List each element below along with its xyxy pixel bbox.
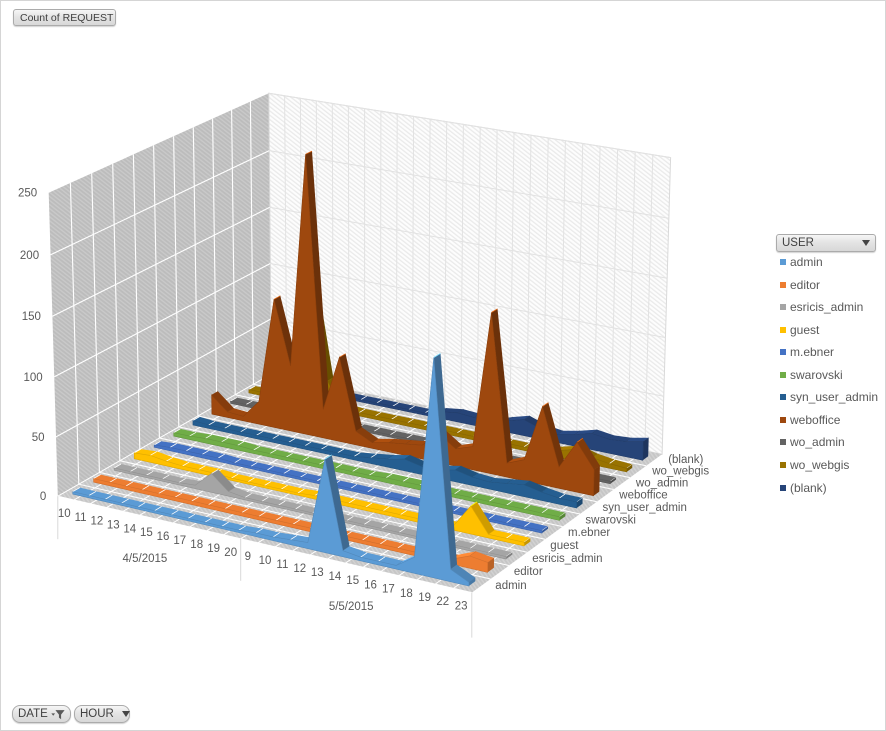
svg-text:weboffice: weboffice xyxy=(618,490,667,502)
svg-text:syn_user_admin: syn_user_admin xyxy=(603,502,687,514)
svg-text:13: 13 xyxy=(311,567,324,579)
svg-text:guest: guest xyxy=(550,540,579,552)
svg-text:4/5/2015: 4/5/2015 xyxy=(123,553,168,565)
svg-text:11: 11 xyxy=(75,512,87,524)
svg-text:15: 15 xyxy=(346,575,359,587)
svg-text:15: 15 xyxy=(140,527,153,539)
svg-text:19: 19 xyxy=(207,543,220,555)
svg-text:12: 12 xyxy=(293,563,306,575)
svg-text:admin: admin xyxy=(495,580,526,592)
svg-text:17: 17 xyxy=(173,535,186,547)
svg-text:11: 11 xyxy=(276,559,288,571)
svg-text:10: 10 xyxy=(259,555,272,567)
svg-text:100: 100 xyxy=(24,372,43,384)
svg-text:20: 20 xyxy=(224,547,237,559)
svg-text:23: 23 xyxy=(455,601,468,613)
svg-text:22: 22 xyxy=(436,596,449,608)
svg-text:13: 13 xyxy=(107,520,120,532)
svg-text:9: 9 xyxy=(245,551,251,563)
svg-text:18: 18 xyxy=(190,539,203,551)
svg-text:14: 14 xyxy=(329,571,342,583)
svg-text:5/5/2015: 5/5/2015 xyxy=(329,601,374,613)
svg-text:(blank): (blank) xyxy=(668,454,703,466)
svg-text:50: 50 xyxy=(32,432,45,444)
svg-text:wo_admin: wo_admin xyxy=(635,478,688,490)
svg-text:esricis_admin: esricis_admin xyxy=(532,553,602,565)
svg-text:16: 16 xyxy=(157,531,170,543)
svg-text:16: 16 xyxy=(364,579,377,591)
svg-text:14: 14 xyxy=(123,523,136,535)
svg-text:editor: editor xyxy=(514,566,543,578)
svg-text:swarovski: swarovski xyxy=(585,514,635,526)
svg-text:10: 10 xyxy=(58,508,71,520)
svg-text:17: 17 xyxy=(382,584,395,596)
svg-text:19: 19 xyxy=(418,592,431,604)
svg-text:250: 250 xyxy=(18,188,37,200)
svg-text:0: 0 xyxy=(40,491,46,503)
svg-text:200: 200 xyxy=(20,250,39,262)
svg-text:12: 12 xyxy=(91,516,104,528)
svg-text:150: 150 xyxy=(22,311,41,323)
svg-text:m.ebner: m.ebner xyxy=(568,527,610,539)
svg-text:18: 18 xyxy=(400,588,413,600)
svg-text:wo_webgis: wo_webgis xyxy=(651,466,709,478)
